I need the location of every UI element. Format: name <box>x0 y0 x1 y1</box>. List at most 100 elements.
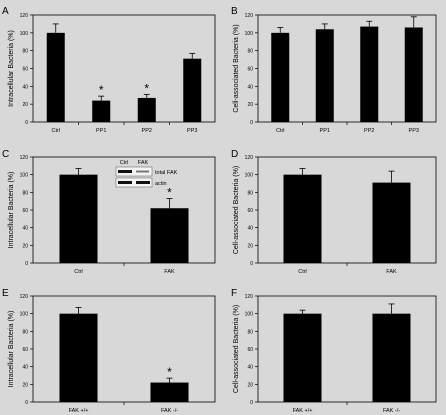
bar-fak <box>150 382 189 402</box>
y-tick-label: 40 <box>22 365 28 371</box>
y-tick-label: 20 <box>247 243 253 249</box>
y-tick-label: 100 <box>245 173 254 179</box>
y-axis-label: Cell-associated Bacteria (%) <box>233 24 240 112</box>
blot-band <box>136 170 149 173</box>
y-tick-label: 100 <box>20 173 29 179</box>
y-tick-label: 80 <box>247 329 253 335</box>
y-tick-label: 40 <box>247 365 253 371</box>
chart-panel-b: B 0 20 40 60 80 100 120 Cell-associated Bacteria… <box>231 6 437 134</box>
x-tick-label: Ctrl <box>51 128 60 134</box>
y-axis-label: Intracellular Bacteria (%) <box>8 172 15 249</box>
inset-row-label: total FAK <box>155 170 178 176</box>
blot-strip <box>115 166 153 177</box>
x-tick-label: FAK -/- <box>383 408 400 414</box>
bar-pp2 <box>137 97 156 122</box>
y-tick-label: 20 <box>247 102 253 108</box>
panel-letter: D <box>231 149 238 160</box>
blot-band <box>118 170 132 173</box>
y-tick-label: 0 <box>25 120 28 126</box>
y-tick-label: 20 <box>22 243 28 249</box>
y-tick-label: 100 <box>20 312 29 318</box>
chart-panel-a: A 0 20 40 60 80 100 120 Intracellular Bacteria (… <box>2 6 216 134</box>
y-tick-label: 0 <box>250 400 253 406</box>
x-tick-label: Ctrl <box>298 269 307 275</box>
panel-letter: B <box>231 6 238 17</box>
bar-pp3 <box>183 58 202 122</box>
x-tick-label: PP2 <box>142 128 152 134</box>
bar-pp1 <box>315 29 334 123</box>
y-tick-label: 60 <box>247 347 253 353</box>
blot-band <box>136 181 150 184</box>
panel-letter: E <box>2 288 9 299</box>
bar-fak <box>283 313 322 402</box>
bar-ctrl <box>59 174 98 263</box>
y-tick-label: 80 <box>22 49 28 55</box>
y-tick-label: 40 <box>247 84 253 90</box>
y-tick-label: 120 <box>20 155 29 161</box>
significance-star: * <box>144 81 149 95</box>
x-tick-label: PP1 <box>320 128 330 134</box>
inset-row-label: actin <box>155 181 167 187</box>
y-tick-label: 0 <box>25 261 28 267</box>
y-tick-label: 100 <box>20 31 29 37</box>
y-axis-label: Cell-associated Bacteria (%) <box>233 305 240 393</box>
x-tick-label: FAK -/- <box>161 408 178 414</box>
bar-ctrl <box>283 174 322 263</box>
x-tick-label: FAK +/+ <box>69 408 89 414</box>
y-tick-label: 80 <box>247 190 253 196</box>
panel-letter: A <box>2 6 9 17</box>
x-tick-label: FAK <box>386 269 397 275</box>
y-tick-label: 60 <box>22 67 28 73</box>
x-tick-label: PP2 <box>364 128 374 134</box>
y-tick-label: 20 <box>22 382 28 388</box>
bar-pp1 <box>92 100 111 122</box>
chart-panel-c: C 0 20 40 60 80 100 120 Intracellular Bacteria (… <box>2 149 216 275</box>
bar-pp2 <box>360 26 379 122</box>
y-tick-label: 60 <box>247 208 253 214</box>
y-tick-label: 100 <box>245 31 254 37</box>
y-tick-label: 0 <box>25 400 28 406</box>
x-tick-label: PP3 <box>187 128 197 134</box>
inset-lane-label: Ctrl <box>120 160 129 166</box>
bar-fak <box>150 208 189 263</box>
y-tick-label: 60 <box>22 208 28 214</box>
y-tick-label: 40 <box>22 84 28 90</box>
blot-band <box>118 181 132 184</box>
y-tick-label: 100 <box>245 312 254 318</box>
x-tick-label: Ctrl <box>74 269 83 275</box>
bar-fak <box>59 313 98 402</box>
x-tick-label: Ctrl <box>276 128 285 134</box>
blot-strip <box>115 177 153 188</box>
x-tick-label: FAK +/+ <box>293 408 313 414</box>
y-tick-label: 120 <box>245 294 254 300</box>
significance-star: * <box>99 83 104 97</box>
x-tick-label: PP1 <box>96 128 106 134</box>
bar-pp3 <box>404 27 423 122</box>
inset-lane-label: FAK <box>138 160 149 166</box>
y-tick-label: 60 <box>22 347 28 353</box>
panel-letter: C <box>2 149 9 160</box>
panel-letter: F <box>231 288 237 299</box>
y-tick-label: 40 <box>22 226 28 232</box>
bar-fak <box>372 313 411 402</box>
y-tick-label: 0 <box>250 120 253 126</box>
y-tick-label: 80 <box>22 190 28 196</box>
y-tick-label: 40 <box>247 226 253 232</box>
y-tick-label: 20 <box>22 102 28 108</box>
bar-ctrl <box>46 32 65 123</box>
chart-panel-d: D 0 20 40 60 80 100 120 Cell-associated Bacteria… <box>231 149 437 275</box>
y-tick-label: 120 <box>20 13 29 19</box>
y-axis-label: Intracellular Bacteria (%) <box>8 30 15 107</box>
chart-panel-f: F 0 20 40 60 80 100 120 Cell-associated Bacteria… <box>231 288 437 414</box>
y-tick-label: 80 <box>22 329 28 335</box>
significance-star: * <box>167 186 172 200</box>
chart-panel-e: E 0 20 40 60 80 100 120 Intracellular Bacteria (… <box>2 288 216 414</box>
y-tick-label: 20 <box>247 382 253 388</box>
y-tick-label: 120 <box>20 294 29 300</box>
bar-ctrl <box>271 32 290 123</box>
y-tick-label: 0 <box>250 261 253 267</box>
western-blot-inset: Ctrl FAK total FAK actin <box>115 160 178 188</box>
y-axis-label: Cell-associated Bacteria (%) <box>233 166 240 254</box>
